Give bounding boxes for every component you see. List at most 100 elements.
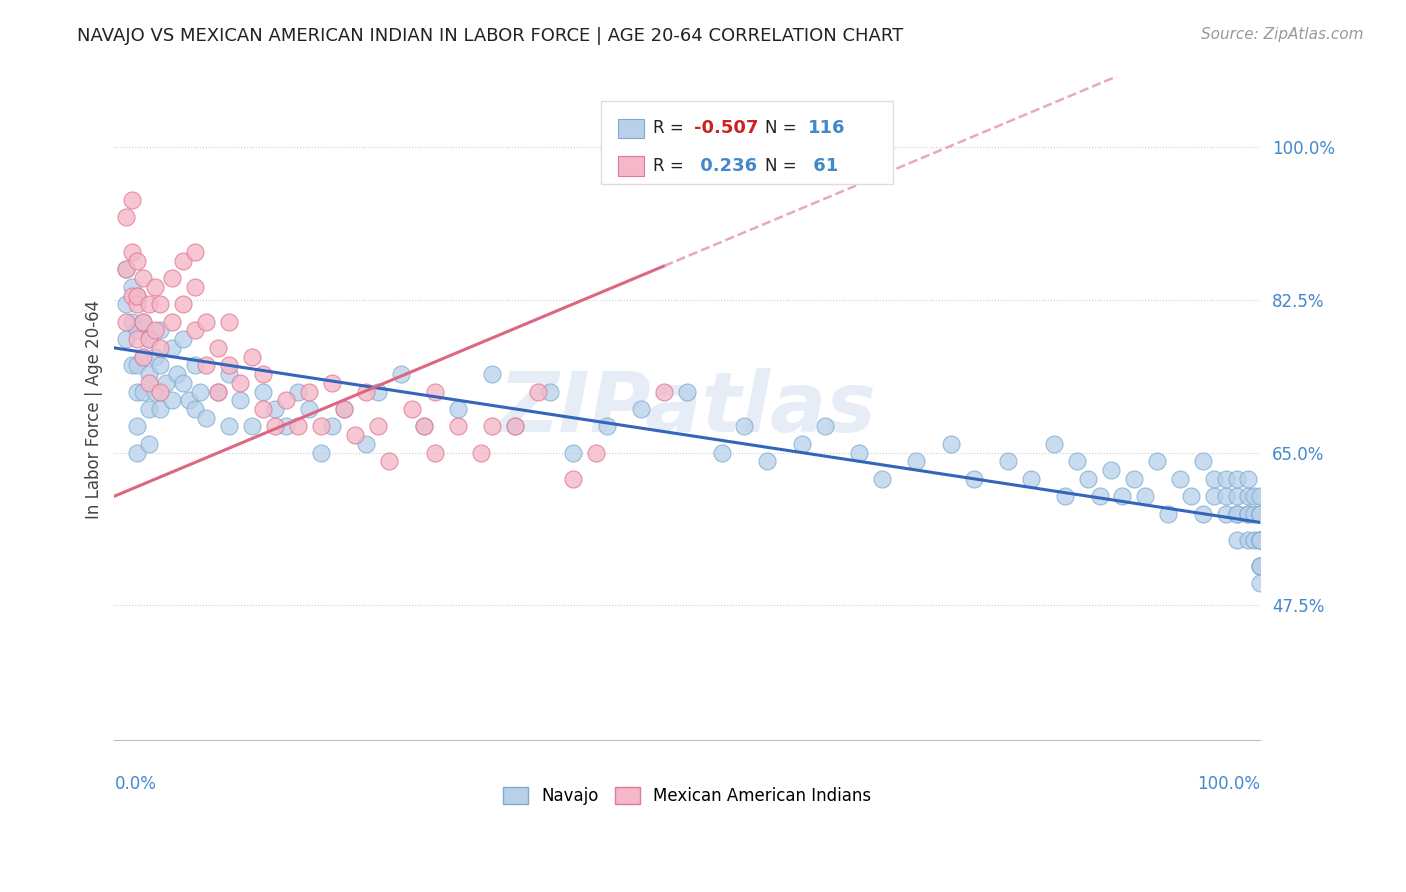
Point — [1215, 472, 1237, 486]
Point — [218, 359, 240, 373]
Point — [756, 454, 779, 468]
Point — [378, 454, 401, 468]
Point — [149, 341, 172, 355]
Point — [1226, 472, 1249, 486]
Point — [962, 472, 984, 486]
Point — [1226, 533, 1249, 547]
Point — [343, 428, 366, 442]
Point — [1243, 507, 1265, 521]
Text: R =: R = — [652, 157, 689, 176]
Point — [138, 332, 160, 346]
Point — [121, 244, 143, 259]
Point — [1123, 472, 1146, 486]
Point — [160, 315, 183, 329]
Point — [401, 401, 423, 416]
Point — [481, 367, 503, 381]
Point — [183, 401, 205, 416]
Point — [132, 384, 155, 399]
Text: 0.0%: 0.0% — [114, 775, 156, 793]
Point — [115, 332, 138, 346]
Point — [127, 288, 149, 302]
Point — [138, 376, 160, 390]
Point — [166, 367, 188, 381]
Point — [309, 419, 332, 434]
Point — [1249, 533, 1271, 547]
Point — [218, 419, 240, 434]
Point — [195, 410, 218, 425]
Point — [1099, 463, 1122, 477]
Point — [138, 401, 160, 416]
Point — [127, 253, 149, 268]
Point — [1111, 489, 1133, 503]
Point — [287, 384, 309, 399]
Point — [143, 350, 166, 364]
Point — [207, 384, 229, 399]
Text: 116: 116 — [807, 120, 845, 137]
Point — [229, 376, 252, 390]
Point — [127, 359, 149, 373]
Point — [527, 384, 550, 399]
Point — [1237, 533, 1260, 547]
Point — [149, 384, 172, 399]
Point — [115, 315, 138, 329]
Point — [1191, 507, 1213, 521]
Point — [1237, 489, 1260, 503]
Point — [367, 384, 389, 399]
Point — [596, 419, 619, 434]
Point — [252, 401, 274, 416]
Point — [195, 315, 218, 329]
Point — [127, 445, 149, 459]
Point — [652, 384, 675, 399]
Point — [276, 393, 298, 408]
Point — [183, 280, 205, 294]
Point — [127, 323, 149, 337]
Point — [425, 445, 447, 459]
Point — [138, 297, 160, 311]
Point — [127, 419, 149, 434]
Point — [149, 297, 172, 311]
Point — [1204, 472, 1226, 486]
Point — [1042, 437, 1064, 451]
Text: N =: N = — [765, 120, 801, 137]
Text: Source: ZipAtlas.com: Source: ZipAtlas.com — [1201, 27, 1364, 42]
Point — [367, 419, 389, 434]
Point — [870, 472, 893, 486]
Point — [172, 332, 194, 346]
Point — [1249, 533, 1271, 547]
Point — [425, 384, 447, 399]
Text: N =: N = — [765, 157, 801, 176]
Point — [1237, 472, 1260, 486]
Point — [1243, 489, 1265, 503]
Point — [218, 315, 240, 329]
Point — [733, 419, 755, 434]
Point — [121, 288, 143, 302]
Point — [1226, 489, 1249, 503]
Point — [143, 384, 166, 399]
Point — [155, 376, 177, 390]
Point — [172, 376, 194, 390]
Point — [710, 445, 733, 459]
Point — [1226, 507, 1249, 521]
Point — [121, 315, 143, 329]
Point — [447, 419, 470, 434]
Point — [332, 401, 354, 416]
Point — [561, 472, 583, 486]
Point — [138, 367, 160, 381]
Point — [172, 253, 194, 268]
Point — [143, 280, 166, 294]
Point — [229, 393, 252, 408]
Point — [115, 262, 138, 277]
Point — [1215, 507, 1237, 521]
Point — [447, 401, 470, 416]
Point — [481, 419, 503, 434]
Point — [132, 350, 155, 364]
Point — [389, 367, 412, 381]
Point — [121, 359, 143, 373]
Point — [1066, 454, 1088, 468]
Point — [115, 210, 138, 224]
Point — [790, 437, 813, 451]
Point — [172, 297, 194, 311]
Point — [1249, 559, 1271, 574]
Point — [1243, 533, 1265, 547]
Point — [183, 359, 205, 373]
